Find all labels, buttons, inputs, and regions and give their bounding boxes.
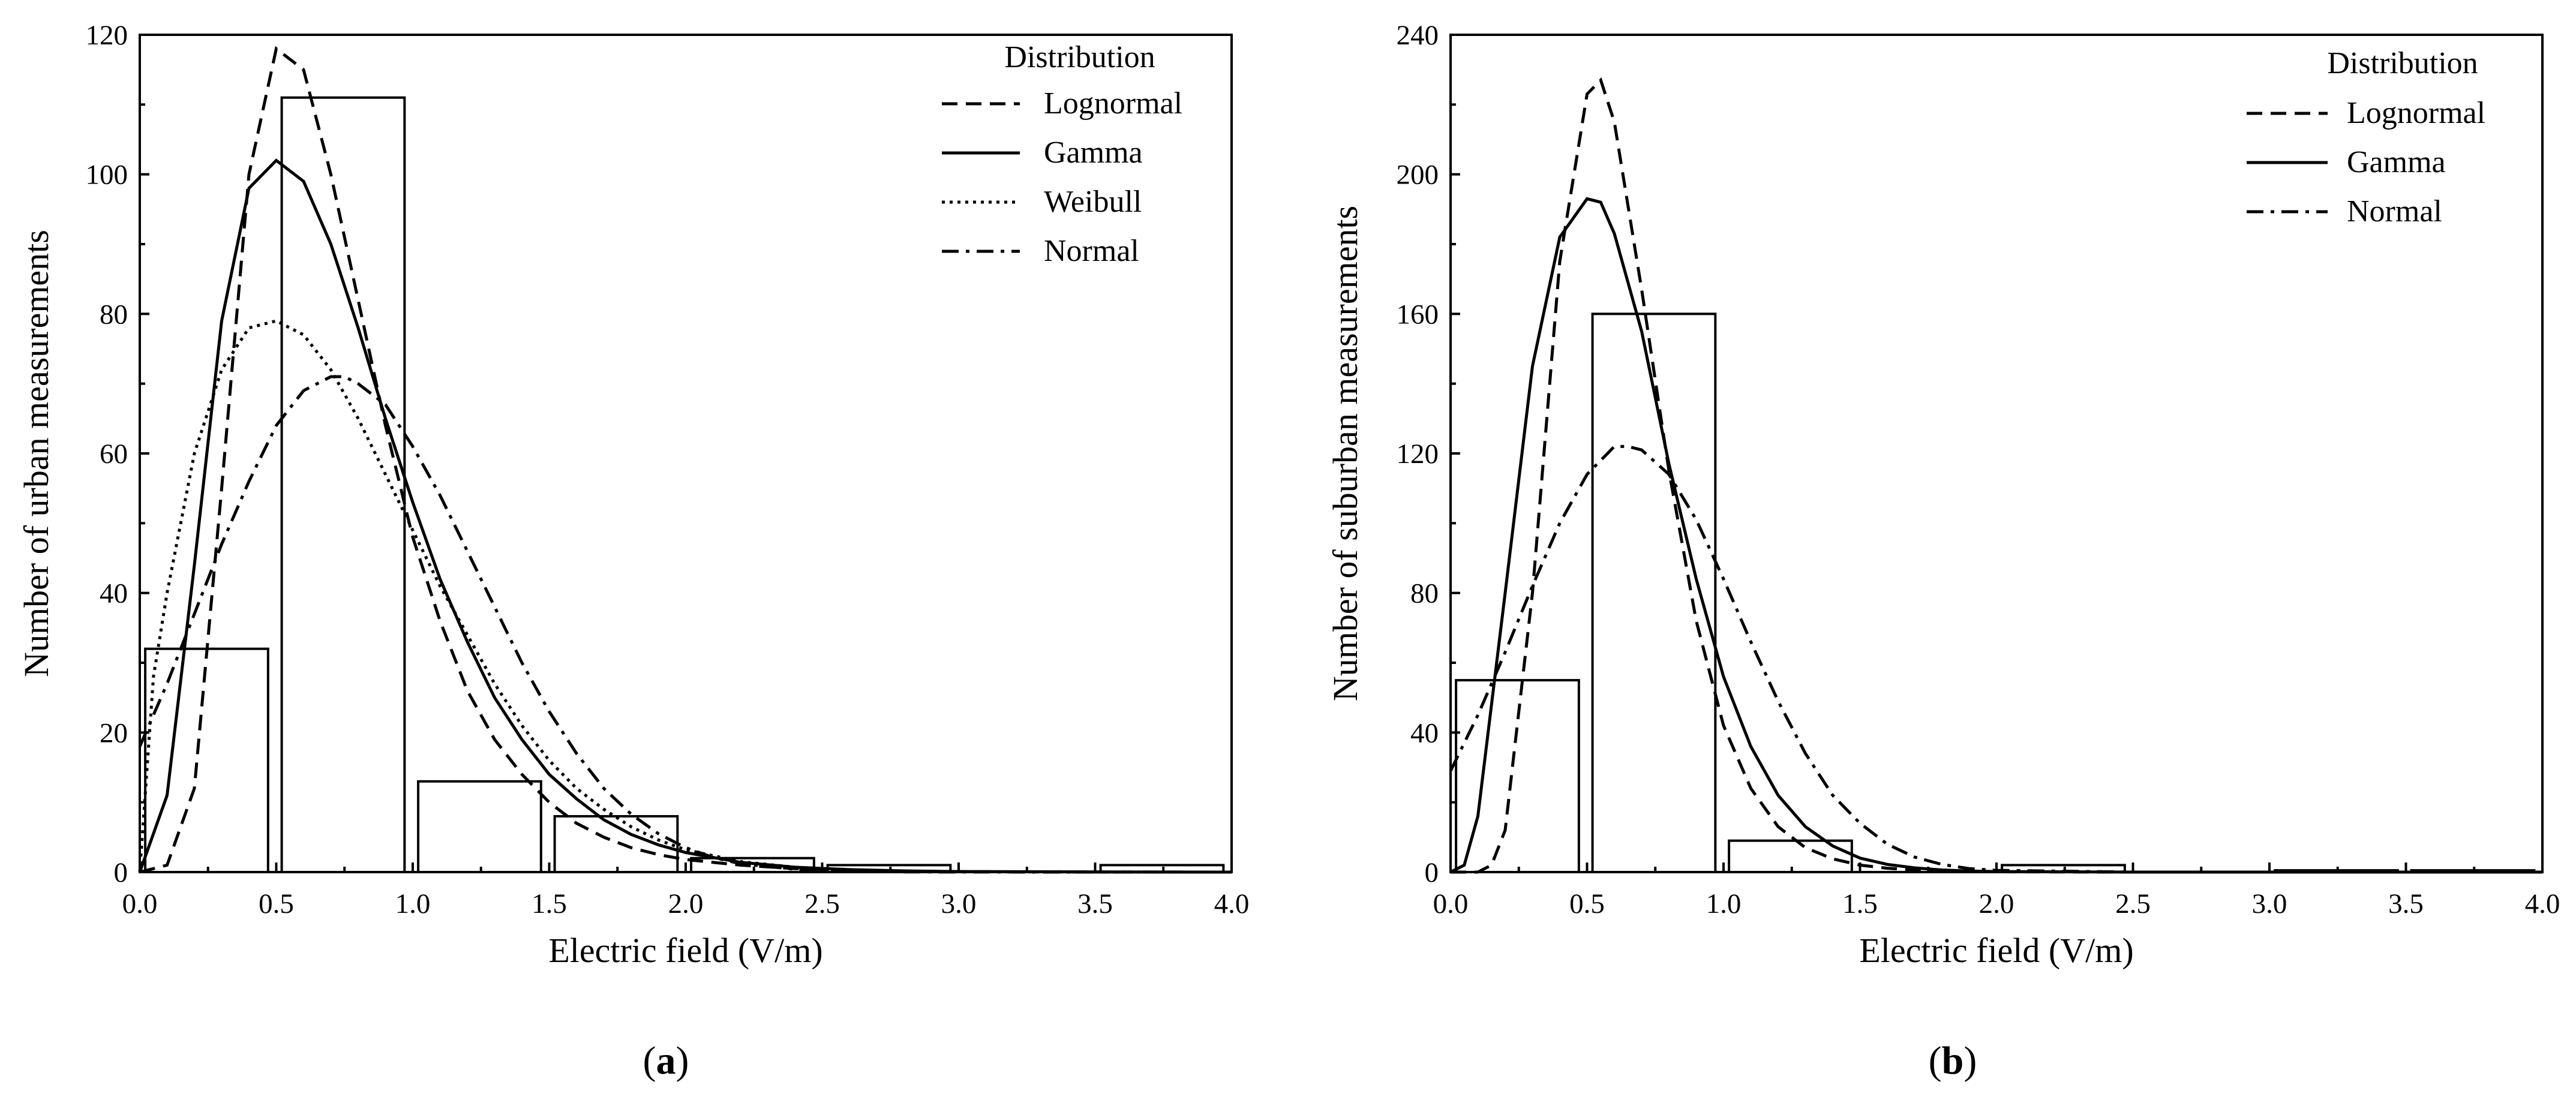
chart-panel-b: 0.0 0.5 1.0 1.5 2.0 2.5 3.0 3.5 4.0 0 40 80 120 160 20… [1326, 20, 2560, 1083]
x-tick-label: 0.5 [1569, 888, 1605, 919]
legend: Distribution Lognormal Gamma Weibull Normal [942, 40, 1182, 268]
legend-label-weibull: Weibull [1044, 185, 1142, 219]
x-axis-label: Electric field (V/m) [548, 931, 822, 970]
y-axis-label: Number of suburban measurements [1326, 206, 1365, 701]
x-tick-label: 1.0 [1706, 888, 1742, 919]
x-tick-label: 3.5 [1077, 888, 1113, 919]
panel-label: (b) [1929, 1039, 1977, 1083]
curve-normal [138, 375, 1232, 874]
curve-normal [1449, 444, 2542, 874]
y-tick-label: 120 [1397, 438, 1439, 470]
y-tick-label: 200 [1397, 160, 1439, 191]
legend-label-normal: Normal [1044, 234, 1139, 268]
histogram-bar [144, 647, 269, 873]
legend-title: Distribution [1004, 40, 1155, 74]
y-tick-label: 20 [100, 717, 128, 749]
histogram-bar [280, 96, 406, 874]
x-tick-label: 1.5 [532, 888, 567, 919]
y-tick-label: 80 [100, 299, 128, 330]
x-tick-label: 2.0 [1979, 888, 2014, 919]
x-tick-label: 0.5 [259, 888, 294, 919]
curve-weibull [138, 319, 1232, 874]
legend-label-gamma: Gamma [1044, 136, 1143, 170]
y-axis-label: Number of urban measurements [17, 230, 56, 677]
curve-lognormal [139, 46, 1232, 874]
histogram-bar [1455, 679, 1580, 874]
x-tick-label: 1.5 [1842, 888, 1878, 919]
x-tick-label: 3.5 [2388, 888, 2424, 919]
curve-gamma [1449, 197, 2542, 874]
x-tick-label: 0.0 [1433, 888, 1469, 919]
legend-label-gamma: Gamma [2347, 145, 2446, 179]
legend-label-lognormal: Lognormal [1044, 86, 1182, 121]
chart-panel-a: 0.0 0.5 1.0 1.5 2.0 2.5 3.0 3.5 4.0 0 20 40 60 80 100 1… [17, 20, 1249, 1083]
y-tick-label: 60 [100, 438, 128, 470]
y-tick-label: 40 [1410, 717, 1439, 749]
x-tick-label: 2.5 [2115, 888, 2151, 919]
legend-label-normal: Normal [2347, 194, 2442, 229]
x-tick-label: 3.0 [941, 888, 977, 919]
x-tick-label: 3.0 [2252, 888, 2287, 919]
y-tick-label: 0 [1425, 857, 1439, 888]
y-tick-label: 240 [1397, 20, 1439, 51]
x-tick-label: 4.0 [2525, 888, 2560, 919]
panel-label-letter: a [656, 1039, 676, 1083]
panel-label-close: ) [676, 1039, 689, 1083]
panel-label-open: ( [1929, 1039, 1942, 1083]
y-tick-label: 100 [86, 160, 128, 191]
panel-label-close: ) [1963, 1039, 1977, 1083]
x-tick-label: 4.0 [1214, 888, 1250, 919]
y-tick-label: 80 [1410, 578, 1439, 609]
x-tick-label: 1.0 [395, 888, 431, 919]
panel-label-letter: b [1942, 1039, 1964, 1083]
y-tick-label: 0 [114, 857, 128, 888]
y-tick-label: 120 [86, 20, 128, 51]
legend: Distribution Lognormal Gamma Normal [2247, 46, 2485, 229]
x-axis-label: Electric field (V/m) [1859, 931, 2133, 970]
legend-title: Distribution [2327, 46, 2478, 80]
y-tick-label: 160 [1397, 299, 1439, 330]
legend-label-lognormal: Lognormal [2347, 96, 2485, 130]
panel-label-open: ( [643, 1039, 656, 1083]
panel-label: (a) [643, 1039, 689, 1083]
y-tick-label: 40 [100, 578, 128, 609]
x-tick-label: 2.5 [804, 888, 840, 919]
x-tick-label: 2.0 [668, 888, 704, 919]
histogram-bar [417, 780, 542, 874]
x-tick-label: 0.0 [122, 888, 158, 919]
